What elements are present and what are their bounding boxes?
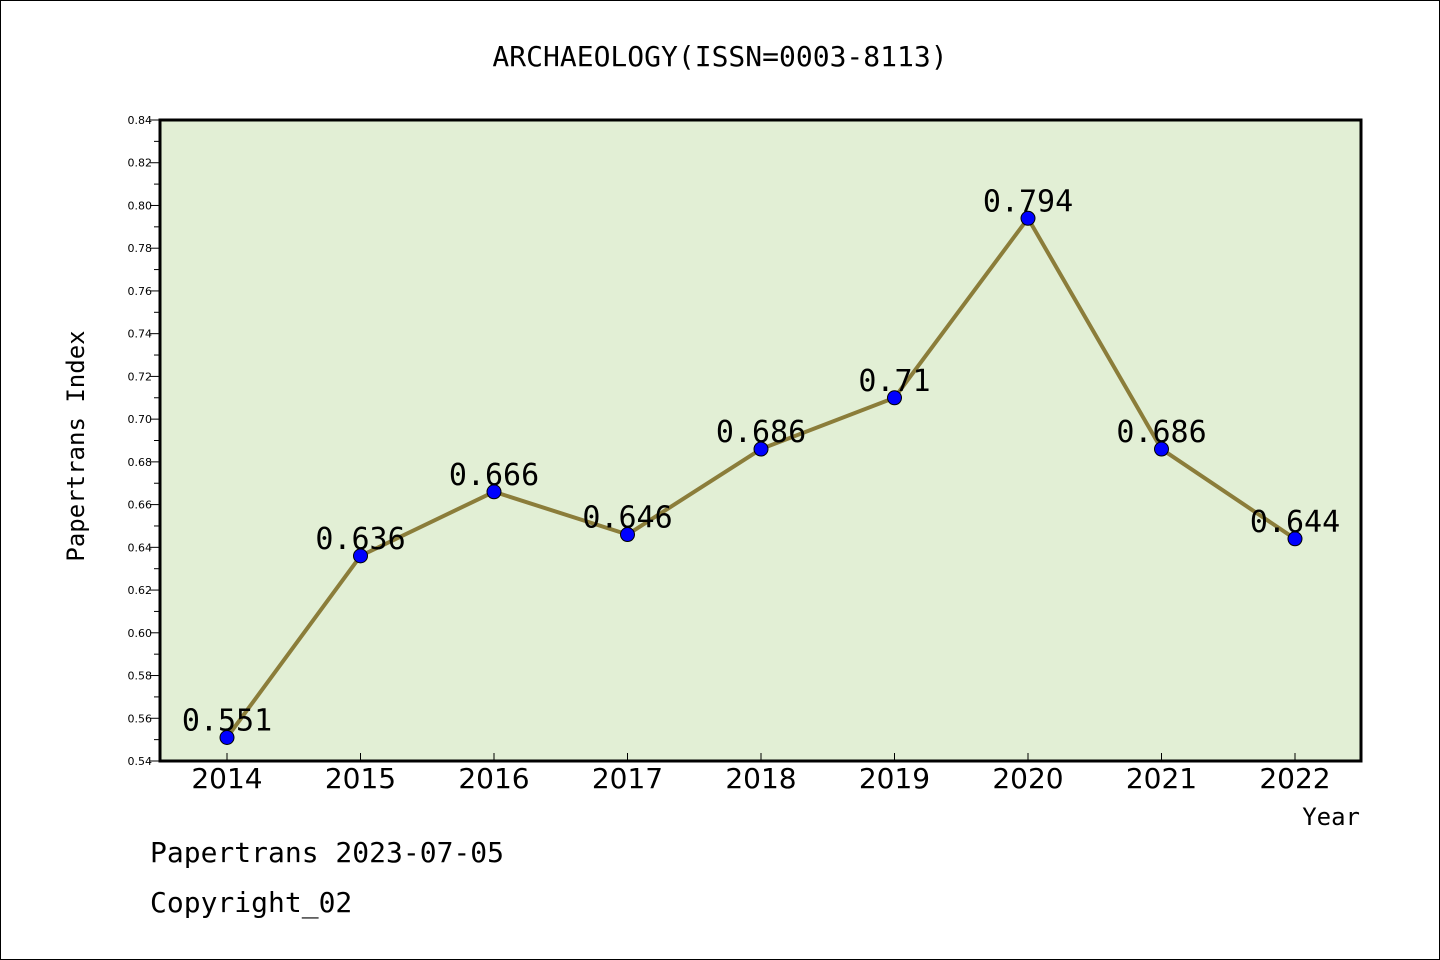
series-layer: 0.551 0.636 0.666 0.646 0.686 0.71 0.794 0.686 0… [182, 184, 1340, 745]
y-tick-label: 0.78 [128, 242, 153, 255]
x-tick-label: 2022 [1259, 762, 1330, 795]
data-point [1287, 531, 1303, 547]
data-label: 0.646 [582, 501, 672, 536]
x-tick-label: 2018 [725, 762, 796, 795]
x-tick-label: 2020 [992, 762, 1063, 795]
data-point [1020, 210, 1036, 226]
y-tick-label: 0.66 [128, 499, 153, 512]
y-tick-label: 0.60 [128, 627, 153, 640]
y-tick-label: 0.62 [128, 584, 153, 597]
y-tick-label: 0.82 [128, 157, 153, 170]
data-point [753, 441, 769, 457]
x-axis-label: Year [1302, 803, 1360, 831]
y-tick-label: 0.84 [128, 114, 153, 127]
data-label: 0.794 [983, 184, 1073, 219]
data-label: 0.666 [449, 458, 539, 493]
y-axis-label: Papertrans Index [62, 330, 90, 561]
y-tick-label: 0.54 [128, 755, 153, 768]
y-tick-label: 0.76 [128, 285, 153, 298]
chart-title: ARCHAEOLOGY(ISSN=0003-8113) [492, 40, 947, 73]
y-tick-label: 0.70 [128, 413, 153, 426]
data-label: 0.551 [182, 703, 272, 738]
data-point [486, 484, 502, 500]
data-label: 0.686 [716, 415, 806, 450]
data-label: 0.71 [858, 364, 930, 399]
y-tick-label: 0.58 [128, 670, 153, 683]
x-tick-label: 2017 [592, 762, 663, 795]
data-label: 0.644 [1250, 505, 1340, 540]
y-tick-label: 0.80 [128, 199, 153, 212]
y-tick-label: 0.74 [128, 328, 153, 341]
data-point [219, 729, 235, 745]
footer-date: Papertrans 2023-07-05 [150, 836, 505, 869]
data-point [887, 390, 902, 406]
plot-area [158, 118, 1363, 763]
data-label: 0.686 [1116, 415, 1206, 450]
y-axis: 0.54 0.56 0.58 0.60 0.62 0.64 0.66 0.68 0.70 0.72… [128, 114, 160, 768]
data-label: 0.636 [315, 522, 405, 557]
y-tick-label: 0.64 [128, 541, 153, 554]
x-axis: 2014 2015 2016 2017 2018 2019 2020 2021 2022 [191, 753, 1331, 795]
y-tick-label: 0.72 [128, 370, 153, 383]
x-tick-label: 2021 [1126, 762, 1197, 795]
y-tick-label: 0.56 [128, 712, 153, 725]
data-point [353, 548, 368, 564]
x-tick-label: 2016 [458, 762, 529, 795]
x-tick-label: 2014 [191, 762, 262, 795]
y-tick-label: 0.68 [128, 456, 153, 469]
data-point [1154, 441, 1169, 457]
footer-copyright: Copyright_02 [150, 886, 353, 919]
data-point [620, 527, 635, 543]
x-tick-label: 2019 [859, 762, 930, 795]
x-tick-label: 2015 [325, 762, 396, 795]
